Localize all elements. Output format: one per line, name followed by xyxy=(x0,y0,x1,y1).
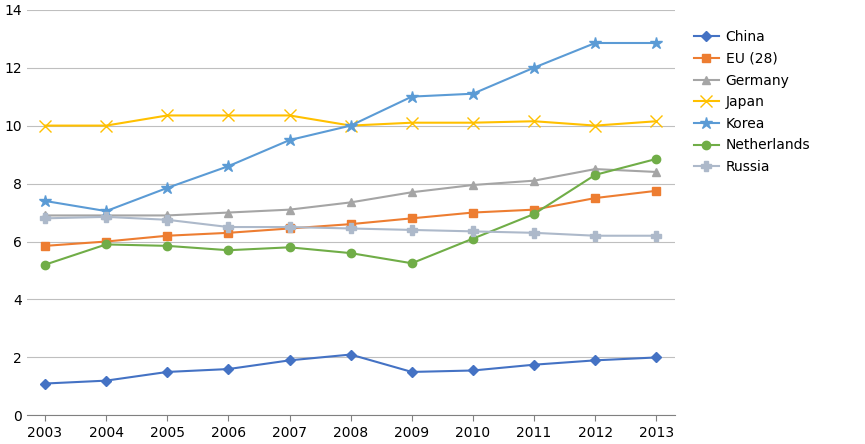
Germany xyxy=(285,207,295,212)
Russia xyxy=(407,227,417,233)
Japan xyxy=(407,120,417,125)
Line: Russia: Russia xyxy=(40,212,661,241)
China xyxy=(468,368,478,373)
Line: Netherlands: Netherlands xyxy=(41,155,661,269)
Korea xyxy=(407,94,417,99)
Legend: China, EU (28), Germany, Japan, Korea, Netherlands, Russia: China, EU (28), Germany, Japan, Korea, N… xyxy=(689,25,816,180)
Korea xyxy=(651,40,662,46)
EU (28) xyxy=(651,188,662,194)
Japan xyxy=(162,113,172,118)
Germany xyxy=(590,166,600,172)
EU (28) xyxy=(162,233,172,238)
Line: Korea: Korea xyxy=(39,37,663,218)
Korea xyxy=(285,138,295,143)
Japan xyxy=(223,113,234,118)
Line: China: China xyxy=(42,351,660,387)
Germany xyxy=(651,169,662,174)
China xyxy=(285,358,295,363)
Netherlands xyxy=(590,172,600,178)
Japan xyxy=(101,123,112,128)
Japan xyxy=(651,119,662,124)
Russia xyxy=(590,233,600,238)
Germany xyxy=(223,210,234,215)
Korea xyxy=(40,198,50,204)
EU (28) xyxy=(590,195,600,201)
Russia xyxy=(345,226,356,231)
Germany xyxy=(345,200,356,205)
EU (28) xyxy=(40,243,50,249)
Russia xyxy=(223,224,234,230)
EU (28) xyxy=(101,239,112,244)
Netherlands xyxy=(529,211,539,217)
Japan xyxy=(285,113,295,118)
China xyxy=(101,378,112,383)
Netherlands xyxy=(651,156,662,162)
Netherlands xyxy=(162,243,172,249)
EU (28) xyxy=(223,230,234,235)
Russia xyxy=(651,233,662,238)
Netherlands xyxy=(285,245,295,250)
Japan xyxy=(590,123,600,128)
Japan xyxy=(529,119,539,124)
Netherlands xyxy=(40,262,50,267)
Line: EU (28): EU (28) xyxy=(41,186,661,250)
Korea xyxy=(468,91,478,96)
Korea xyxy=(162,185,172,190)
Russia xyxy=(529,230,539,235)
Germany xyxy=(162,213,172,218)
Netherlands xyxy=(407,261,417,266)
Japan xyxy=(468,120,478,125)
Germany xyxy=(101,213,112,218)
EU (28) xyxy=(345,222,356,227)
Line: Germany: Germany xyxy=(41,165,661,220)
Korea xyxy=(529,65,539,70)
Japan xyxy=(345,123,356,128)
Russia xyxy=(285,224,295,230)
EU (28) xyxy=(407,216,417,221)
Russia xyxy=(468,229,478,234)
Germany xyxy=(40,213,50,218)
Netherlands xyxy=(101,242,112,247)
Netherlands xyxy=(345,250,356,256)
Russia xyxy=(162,217,172,222)
EU (28) xyxy=(285,226,295,231)
China xyxy=(40,381,50,386)
Netherlands xyxy=(468,236,478,241)
Japan xyxy=(40,123,50,128)
China xyxy=(345,352,356,357)
EU (28) xyxy=(468,210,478,215)
China xyxy=(407,369,417,375)
Line: Japan: Japan xyxy=(40,110,662,131)
Korea xyxy=(345,123,356,128)
Germany xyxy=(468,182,478,188)
Russia xyxy=(40,216,50,221)
China xyxy=(529,362,539,367)
Germany xyxy=(407,190,417,195)
Russia xyxy=(101,214,112,219)
Netherlands xyxy=(223,248,234,253)
Germany xyxy=(529,178,539,183)
China xyxy=(223,366,234,372)
EU (28) xyxy=(529,207,539,212)
China xyxy=(590,358,600,363)
China xyxy=(162,369,172,375)
Korea xyxy=(101,208,112,214)
Korea xyxy=(223,163,234,169)
China xyxy=(651,355,662,360)
Korea xyxy=(590,40,600,46)
